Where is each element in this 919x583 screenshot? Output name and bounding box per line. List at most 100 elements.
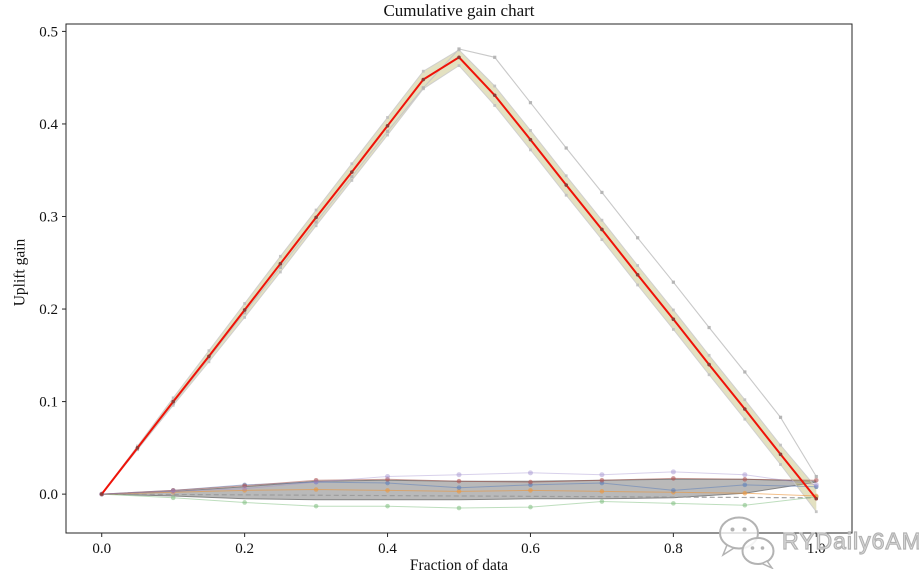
best-model-red-marker [457, 55, 461, 60]
model-green-marker [671, 501, 676, 506]
best-model-confidence-edge-marker [278, 270, 282, 274]
best-model-red-marker [707, 362, 711, 367]
x-tick-label: 0.8 [664, 541, 683, 557]
comparison-model-gray-marker [350, 175, 354, 179]
model-green-marker [599, 499, 605, 504]
best-model-confidence-edge-marker [743, 417, 747, 421]
best-model-confidence-edge-marker [207, 360, 211, 364]
model-orange-marker [742, 490, 748, 496]
best-model-red-marker [492, 93, 497, 98]
best-model-confidence-edge-marker [314, 224, 318, 228]
model-purple-marker [813, 482, 819, 488]
best-model-red-marker [242, 308, 247, 312]
model-brown-marker [313, 477, 319, 483]
best-model-confidence-edge-marker [779, 443, 782, 447]
best-model-red-marker [171, 399, 175, 404]
model-green-marker [528, 504, 533, 510]
best-model-confidence-edge-marker [243, 302, 247, 305]
model-blue-marker [385, 480, 390, 486]
best-model-red-line [100, 56, 818, 500]
plot-frame [65, 23, 853, 534]
best-model-confidence-edge-marker [600, 238, 604, 242]
model-brown-marker [242, 483, 247, 489]
model-brown-marker [170, 488, 176, 493]
best-model-confidence-edge-marker [457, 64, 461, 68]
model-purple-marker [742, 472, 748, 478]
model-green-marker [170, 495, 176, 501]
comparison-model-gray-marker [314, 220, 318, 224]
x-axis-label: Fraction of data [409, 557, 509, 574]
comparison-model-gray-marker [385, 129, 390, 133]
watermark: RYDaily6AM [714, 513, 919, 569]
comparison-model-gray-marker [528, 101, 533, 105]
model-purple-line [101, 471, 817, 495]
best-model-confidence-edge-marker [171, 403, 175, 407]
model-brown-marker [742, 477, 748, 482]
y-tick-label: 0.0 [39, 487, 58, 503]
model-green-marker [456, 505, 462, 511]
model-purple-marker [599, 472, 605, 478]
model-brown-marker [599, 477, 605, 483]
comparison-model-gray-marker [743, 370, 747, 374]
comparison-model-gray-marker [671, 280, 675, 284]
best-model-confidence-band [101, 49, 817, 512]
best-model-red-marker [207, 354, 211, 359]
best-model-confidence-edge-marker [493, 104, 497, 107]
model-orange-marker [385, 488, 390, 493]
x-tick-label: 0.2 [235, 541, 254, 557]
model-blue-marker [742, 482, 748, 488]
best-model-confidence-edge-marker [814, 510, 818, 514]
best-model-confidence-edge-marker [421, 69, 425, 73]
model-blue-marker [456, 485, 462, 490]
best-model-red-marker [564, 183, 568, 187]
best-model-confidence-edge-marker [386, 133, 389, 137]
best-model-confidence-edge-marker [707, 353, 711, 357]
model-purple-marker [385, 474, 391, 480]
model-brown-marker [813, 477, 819, 483]
chart-title: Cumulative gain chart [383, 1, 535, 20]
best-model-confidence-edge-marker [564, 193, 568, 197]
best-model-red-marker [528, 137, 533, 142]
comparison-model-gray-marker [171, 401, 175, 406]
best-model-red-marker [135, 446, 140, 450]
y-tick-label: 0.5 [39, 24, 58, 40]
best-model-confidence-edge-marker [636, 264, 640, 267]
watermark-text: RYDaily6AM [781, 527, 919, 554]
model-purple-marker [242, 486, 248, 492]
best-model-red-marker [635, 272, 640, 277]
x-tick-label: 0.4 [378, 541, 397, 557]
model-purple-marker [456, 472, 462, 478]
model-purple-marker [313, 479, 319, 485]
model-brown-marker [528, 479, 533, 485]
best-model-confidence-lower-edge [101, 64, 817, 513]
comparison-model-gray-marker [564, 146, 568, 150]
model-blue-marker [671, 488, 676, 493]
x-tick-label: 0.6 [521, 541, 540, 557]
y-axis-label: Uplift gain [11, 238, 29, 307]
model-purple-marker [670, 469, 676, 475]
best-model-red-marker [350, 170, 354, 174]
random-baseline [101, 493, 817, 499]
model-blue-marker [813, 484, 819, 490]
best-model-confidence-edge-marker [529, 129, 532, 132]
best-model-confidence-edge-marker [386, 116, 389, 119]
model-brown-marker [671, 476, 676, 481]
comparison-model-gray-marker [707, 325, 711, 330]
best-model-confidence-edge-marker [278, 254, 282, 258]
model-orange-marker [242, 488, 247, 493]
best-model-confidence-edge-marker [529, 148, 532, 152]
best-model-confidence-edge-marker [707, 373, 711, 377]
comparison-model-gray-marker [636, 236, 640, 240]
best-model-red-marker [385, 124, 390, 128]
best-model-confidence-edge-marker [636, 283, 640, 287]
comparison-model-gray-marker [493, 55, 497, 59]
best-model-confidence-edge-marker [743, 398, 747, 402]
model-purple-marker [170, 488, 176, 494]
best-model-red-marker [314, 215, 318, 220]
model-orange-marker [528, 488, 533, 493]
best-model-confidence-edge-marker [779, 463, 782, 466]
best-model-red-marker [743, 407, 747, 411]
model-green-marker [742, 502, 748, 508]
